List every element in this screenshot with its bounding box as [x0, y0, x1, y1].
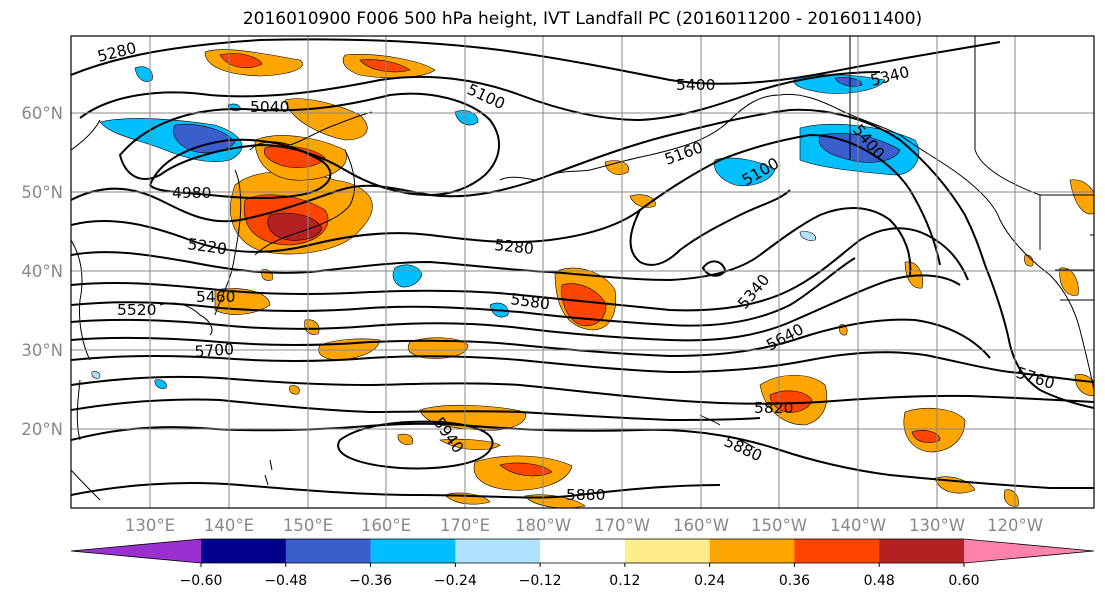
lat-label: 60°N	[21, 104, 63, 123]
contour-label: 5880	[566, 486, 605, 504]
lon-label: 170°W	[594, 516, 650, 535]
lon-label: 130°E	[125, 516, 175, 535]
latitude-labels: 60°N 50°N 40°N 30°N 20°N	[21, 104, 63, 439]
colorbar-swatch	[794, 539, 880, 563]
lon-label: 150°W	[751, 516, 807, 535]
colorbar-extend-high	[964, 539, 1094, 563]
lon-label: 130°W	[909, 516, 965, 535]
longitude-labels: 130°E 140°E 150°E 160°E 170°E 180°W 170°…	[125, 516, 1043, 535]
contour-label: 5280	[494, 236, 535, 258]
lon-label: 140°E	[204, 516, 254, 535]
colorbar-swatch	[879, 539, 965, 563]
contour-label: 5700	[194, 340, 235, 361]
colorbar-tick-label: 0.48	[864, 573, 895, 589]
lat-label: 40°N	[21, 262, 63, 281]
colorbar-tick-label: −0.24	[434, 573, 477, 589]
colorbar-swatch	[455, 539, 541, 563]
colorbar-extend-low	[71, 539, 201, 563]
colorbar-swatch	[624, 539, 711, 563]
contour-label: 5520	[117, 301, 156, 319]
map-title: 2016010900 F006 500 hPa height, IVT Land…	[242, 9, 923, 29]
graticule	[71, 36, 1094, 508]
lat-label: 20°N	[21, 420, 63, 439]
height-contours	[71, 38, 1094, 499]
colorbar-swatch	[709, 539, 795, 563]
colorbar-tick-label: −0.48	[264, 573, 307, 589]
contour-label: 5820	[754, 399, 793, 417]
colorbar-swatch	[285, 539, 372, 563]
colorbar-swatch	[540, 539, 626, 563]
colorbar-tick-label: 0.60	[948, 573, 979, 589]
lon-label: 170°E	[440, 516, 490, 535]
colorbar-tick-label: −0.60	[180, 573, 223, 589]
contour-label: 5580	[509, 290, 551, 313]
contour-labels: 5280 5040 5100 4980 5220 5280 5520 5460 …	[96, 39, 1057, 504]
lon-label: 150°E	[283, 516, 333, 535]
colorbar-swatch	[201, 539, 287, 563]
plot-frame	[70, 35, 1095, 509]
colorbar-swatch	[370, 539, 456, 563]
lon-label: 160°W	[673, 516, 729, 535]
contour-label: 5220	[186, 235, 228, 258]
contour-label: 5460	[196, 288, 235, 306]
lon-label: 160°E	[361, 516, 411, 535]
lon-label: 180°W	[515, 516, 571, 535]
colorbar-tick-label: −0.12	[519, 573, 562, 589]
colorbar-tick-label: 0.36	[779, 573, 810, 589]
contour-label: 4980	[172, 184, 211, 202]
colorbar-tick-label: −0.36	[349, 573, 392, 589]
lat-label: 50°N	[21, 183, 63, 202]
lat-label: 30°N	[21, 341, 63, 360]
colorbar-tick-label: 0.12	[609, 573, 640, 589]
colorbar-tick-label: 0.24	[694, 573, 725, 589]
contour-label: 5040	[250, 98, 289, 116]
lon-label: 140°W	[830, 516, 886, 535]
colorbar: −0.60 −0.48 −0.36 −0.24 −0.12 0.12 0.24 0.36 0.4…	[70, 538, 1095, 589]
lon-label: 120°W	[987, 516, 1043, 535]
contour-label: 5400	[676, 76, 715, 94]
